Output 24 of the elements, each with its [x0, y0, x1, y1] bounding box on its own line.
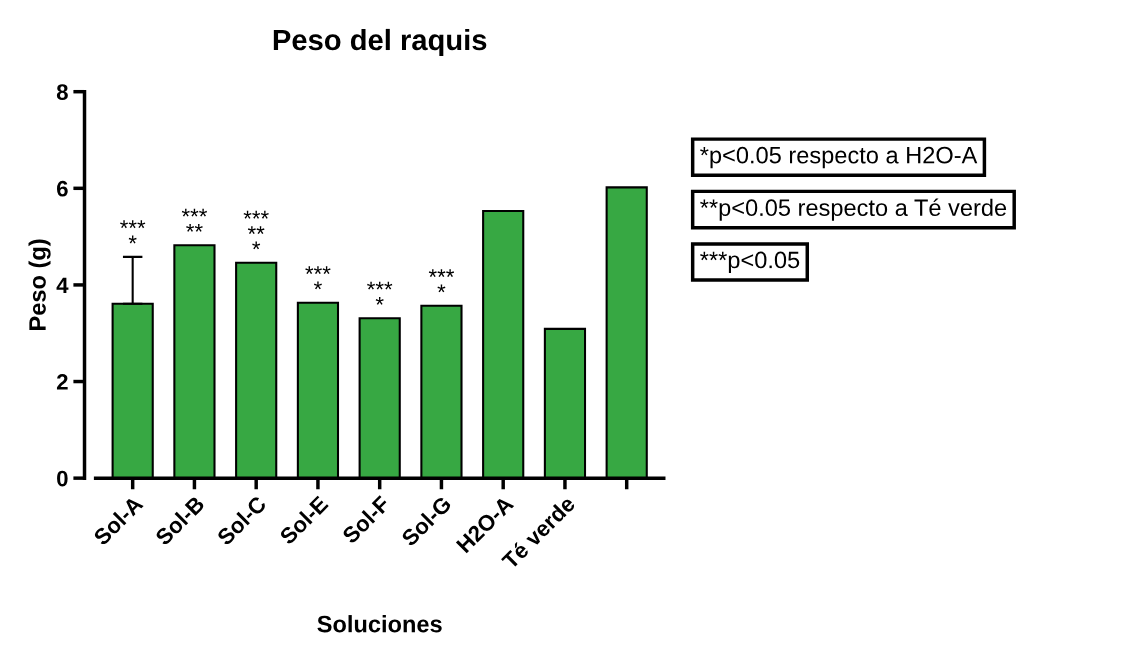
y-tick-label: 6: [57, 180, 68, 197]
y-tick-label: 2: [56, 374, 68, 390]
annotation: **: [247, 226, 265, 234]
y-tick-label: 0: [57, 470, 68, 487]
annotation: *: [375, 296, 384, 305]
annotation: ***: [120, 220, 146, 229]
annotation: *: [128, 235, 137, 244]
text: *p<0.05 respecto a H2O-A: [700, 146, 978, 169]
chart-title: Peso del raquis: [273, 28, 487, 57]
y-axis-title: Peso (g): [28, 239, 51, 330]
annotation: ***: [367, 281, 393, 290]
annotation: ***: [428, 269, 455, 277]
y-tick-label: 8: [56, 84, 68, 100]
annotation: *: [437, 284, 446, 293]
text: ***p<0.05: [700, 251, 800, 273]
annotation: **: [186, 224, 203, 232]
y-tick-label: 4: [56, 277, 69, 293]
text: **p<0.05 respecto a Té verde: [700, 198, 1007, 221]
annotation: ***: [181, 208, 208, 217]
annotation: ***: [243, 210, 269, 219]
annotation: *: [252, 241, 261, 250]
x-axis-title: Soluciones: [317, 615, 442, 633]
annotation: ***: [305, 266, 331, 275]
annotation: *: [313, 281, 322, 290]
